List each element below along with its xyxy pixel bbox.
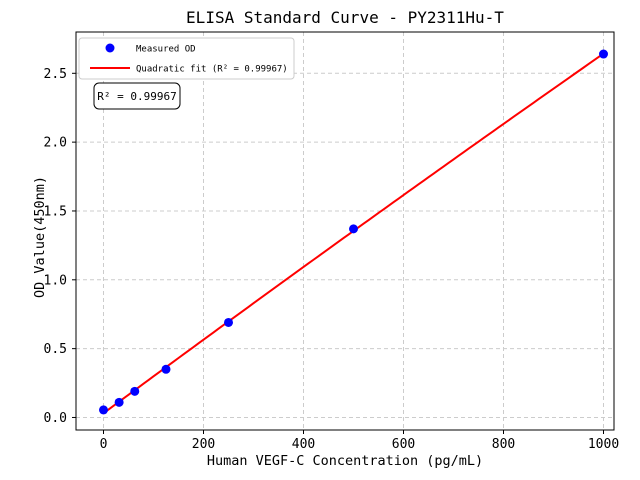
x-tick-label: 800	[492, 437, 515, 452]
data-point	[599, 49, 608, 59]
y-tick-label: 0.5	[44, 342, 67, 357]
r-squared-annotation: R² = 0.99967	[93, 82, 181, 110]
x-tick-label: 200	[192, 437, 215, 452]
annotation-box	[93, 82, 181, 110]
data-point	[161, 364, 171, 374]
y-tick-label: 1.0	[44, 273, 67, 288]
x-tick-label: 400	[292, 437, 315, 452]
data-point	[349, 224, 358, 234]
y-axis-label: OD Value(450nm)	[32, 176, 48, 298]
legend-label-measured-od: Measured OD	[136, 45, 196, 55]
plot-border	[75, 31, 615, 431]
legend-label-quadratic-fit: Quadratic fit (R² = 0.99967)	[136, 65, 288, 75]
y-tick-label: 1.5	[44, 204, 67, 219]
data-point	[130, 386, 140, 396]
y-tick-label: 0.0	[44, 411, 67, 426]
y-tick-label: 2.0	[44, 136, 67, 151]
data-point	[224, 317, 233, 327]
annotation-text: R² = 0.99967	[97, 90, 176, 103]
plot-area: 0 200 400 600 800 1000 0.0 0.5 1.0 1.5 2.0 2.5	[44, 31, 619, 452]
legend-box	[78, 37, 295, 80]
legend: Measured OD Quadratic fit (R² = 0.99967)	[78, 37, 295, 80]
x-tick-label: 0	[100, 437, 108, 452]
x-tick-label: 1000	[588, 437, 619, 452]
data-point	[99, 405, 108, 415]
x-axis-label: Human VEGF-C Concentration (pg/mL)	[207, 453, 483, 469]
y-tick-label: 2.5	[44, 67, 67, 82]
chart-title: ELISA Standard Curve - PY2311Hu-T	[186, 8, 504, 27]
legend-scatter-marker-icon	[105, 43, 115, 53]
data-point	[114, 397, 124, 407]
x-tick-label: 600	[392, 437, 415, 452]
